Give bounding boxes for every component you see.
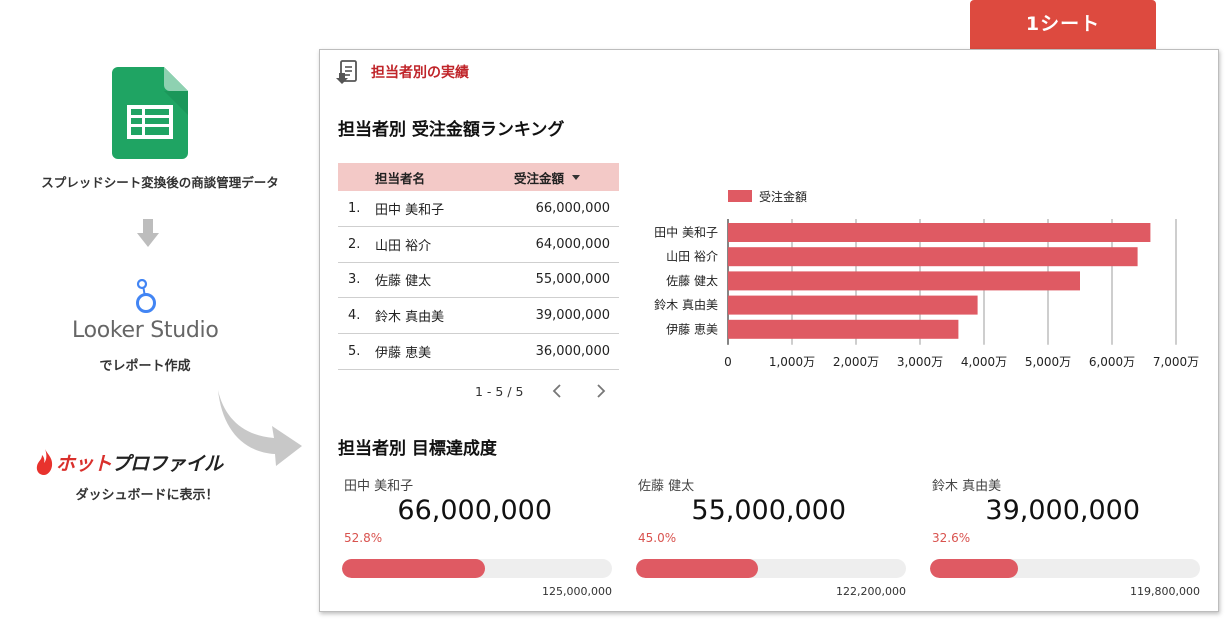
bar[interactable] <box>728 271 1080 291</box>
row-index: 3. <box>348 272 361 288</box>
goal-progress-bar <box>342 559 612 578</box>
sort-desc-icon[interactable] <box>572 174 581 180</box>
table-row: 5. 伊藤 恵美 36,000,000 <box>338 334 619 370</box>
goal-progress-fill <box>342 559 485 578</box>
goal-person-name: 鈴木 真由美 <box>932 479 1002 494</box>
row-index: 4. <box>348 308 361 324</box>
row-amount: 39,000,000 <box>535 308 610 324</box>
chevron-right-icon <box>597 384 606 398</box>
flame-icon <box>36 449 53 475</box>
legend-label: 受注金額 <box>759 189 807 204</box>
next-page-button[interactable] <box>591 381 611 401</box>
row-name: 山田 裕介 <box>375 238 432 254</box>
arrow-down-icon <box>137 219 159 247</box>
row-name: 佐藤 健太 <box>375 274 432 290</box>
category-label: 田中 美和子 <box>654 225 718 240</box>
x-tick-label: 1,000万 <box>769 355 815 369</box>
ranking-section-title: 担当者別 受注金額ランキング <box>338 120 565 140</box>
x-tick-label: 5,000万 <box>1025 355 1071 369</box>
looker-studio-name: Looker Studio <box>72 318 219 343</box>
x-tick-label: 6,000万 <box>1089 355 1135 369</box>
goal-card: 田中 美和子 66,000,000 52.8% 125,000,000 <box>342 473 614 601</box>
table-header: 担当者名 受注金額 <box>338 163 619 191</box>
goal-percent: 52.8% <box>344 531 383 545</box>
x-tick-label: 3,000万 <box>897 355 943 369</box>
goal-target: 125,000,000 <box>542 585 612 598</box>
chevron-left-icon <box>553 384 562 398</box>
bar[interactable] <box>728 247 1138 267</box>
category-label: 山田 裕介 <box>666 249 718 264</box>
goal-amount: 39,000,000 <box>985 495 1140 526</box>
x-tick-label: 0 <box>724 355 732 369</box>
goal-card: 佐藤 健太 55,000,000 45.0% 122,200,000 <box>636 473 908 601</box>
table-row: 3. 佐藤 健太 55,000,000 <box>338 263 619 299</box>
report-title: 担当者別の実績 <box>371 65 469 81</box>
legend-swatch <box>728 190 752 202</box>
hotprofile-logo-text: ホットプロファイル <box>56 452 223 475</box>
ranking-table: 担当者名 受注金額 1. 田中 美和子 66,000,000 2. 山田 裕介 … <box>338 163 619 370</box>
goal-card: 鈴木 真由美 39,000,000 32.6% 119,800,000 <box>930 473 1202 601</box>
row-index: 1. <box>348 200 361 216</box>
goal-target: 122,200,000 <box>836 585 906 598</box>
row-amount: 55,000,000 <box>535 272 610 288</box>
bar[interactable] <box>728 295 978 315</box>
table-pager: 1 - 5 / 5 <box>475 381 635 401</box>
goal-target: 119,800,000 <box>1130 585 1200 598</box>
looker-studio-logo-icon <box>136 279 156 313</box>
row-name: 鈴木 真由美 <box>375 310 445 326</box>
category-label: 鈴木 真由美 <box>654 297 718 312</box>
table-row: 4. 鈴木 真由美 39,000,000 <box>338 298 619 335</box>
curved-arrow-icon <box>218 390 302 466</box>
goal-progress-bar <box>930 559 1200 578</box>
row-index: 2. <box>348 236 361 252</box>
pager-range: 1 - 5 / 5 <box>475 383 524 399</box>
goal-percent: 45.0% <box>638 531 677 545</box>
row-name: 田中 美和子 <box>375 202 445 218</box>
sheets-caption: スプレッドシート変換後の商談管理データ <box>41 175 279 190</box>
col-header-name[interactable]: 担当者名 <box>375 170 426 186</box>
bar[interactable] <box>728 223 1151 242</box>
hotprofile-caption: ダッシュボードに表示！ <box>75 488 219 503</box>
goal-progress-bar <box>636 559 906 578</box>
table-row: 1. 田中 美和子 66,000,000 <box>338 191 619 227</box>
row-name: 伊藤 恵美 <box>375 346 432 362</box>
goal-progress-fill <box>930 559 1019 578</box>
goal-section-title: 担当者別 目標達成度 <box>338 439 497 459</box>
col-header-amount[interactable]: 受注金額 <box>514 168 581 187</box>
row-amount: 36,000,000 <box>535 344 610 360</box>
ranking-bar-chart: 受注金額 0 1,000万 2,000万 3,000万 4,000万 5,000万 6,000… <box>654 189 1199 369</box>
bar[interactable] <box>728 319 959 339</box>
x-tick-label: 2,000万 <box>833 355 879 369</box>
goal-amount: 66,000,000 <box>397 495 552 526</box>
google-sheets-icon <box>112 67 188 159</box>
row-amount: 64,000,000 <box>535 236 610 252</box>
report-header: 担当者別の実績 <box>336 59 469 85</box>
category-label: 伊藤 恵美 <box>666 322 718 336</box>
report-doc-icon <box>336 60 357 84</box>
category-label: 佐藤 健太 <box>666 273 718 288</box>
x-tick-label: 7,000万 <box>1153 355 1199 369</box>
looker-caption: でレポート作成 <box>99 359 191 374</box>
row-index: 5. <box>348 344 361 360</box>
goal-progress-fill <box>636 559 758 578</box>
table-row: 2. 山田 裕介 64,000,000 <box>338 227 619 263</box>
report-panel: 担当者別の実績 担当者別 受注金額ランキング 担当者名 受注金額 1. 田中 美… <box>319 49 1219 612</box>
goal-person-name: 佐藤 健太 <box>638 479 695 494</box>
hotprofile-logo: ホットプロファイル <box>36 447 223 477</box>
prev-page-button[interactable] <box>547 381 567 401</box>
goal-amount: 55,000,000 <box>691 495 846 526</box>
goal-percent: 32.6% <box>932 531 971 545</box>
sheet-tab[interactable]: 1シート <box>970 0 1156 50</box>
x-tick-label: 4,000万 <box>961 355 1007 369</box>
row-amount: 66,000,000 <box>535 200 610 216</box>
goal-person-name: 田中 美和子 <box>344 479 414 494</box>
